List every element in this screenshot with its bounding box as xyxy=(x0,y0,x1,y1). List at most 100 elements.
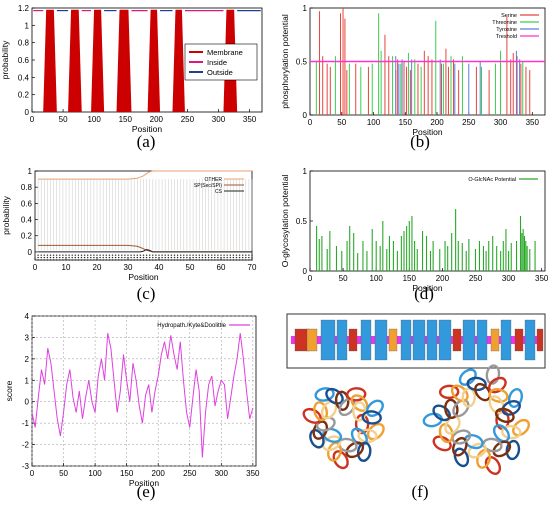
structure-view-top xyxy=(352,401,367,422)
position-dot xyxy=(62,259,64,261)
helix-block xyxy=(490,328,500,352)
position-dot xyxy=(74,256,77,259)
structure-view-side xyxy=(444,398,459,420)
chart-o-glycosylation: 0 50 100 150 200 250 300 350 0 0.5 1 Position O-glyc… xyxy=(275,163,550,308)
position-dot xyxy=(71,254,73,256)
legend-label: Treshold xyxy=(496,34,517,40)
position-dot xyxy=(46,259,49,261)
position-dot xyxy=(43,259,45,261)
structure-view-side xyxy=(453,447,470,468)
position-dot xyxy=(56,254,58,256)
structure-view-side xyxy=(512,418,530,437)
x-tick-label: 100 xyxy=(87,115,101,124)
structure-view-side xyxy=(501,424,522,440)
position-dot xyxy=(149,259,151,261)
position-dot xyxy=(99,256,101,259)
position-dot xyxy=(108,259,111,261)
position-dot xyxy=(232,254,235,256)
position-dot xyxy=(52,256,55,259)
position-dot xyxy=(251,254,253,256)
structure-view-side xyxy=(451,429,472,445)
position-dot xyxy=(142,254,145,256)
chart-signal-peptide: 0 10 20 30 40 50 60 70 0 0.2 0.4 0.6 0.8 1 Position pro… xyxy=(0,163,275,308)
y-tick-label: 1 xyxy=(28,167,33,176)
y-tick-label: -1 xyxy=(22,419,30,428)
position-dot xyxy=(83,256,86,259)
position-dot xyxy=(245,254,247,256)
position-dot xyxy=(198,254,200,256)
position-dot xyxy=(167,254,169,256)
position-dot xyxy=(198,256,200,259)
y-tick-label: 0 xyxy=(25,108,30,117)
caption-d: (d) xyxy=(414,284,434,303)
helix-block xyxy=(524,319,536,361)
position-dot xyxy=(46,256,49,259)
y-tick-label: 1.2 xyxy=(18,4,30,13)
x-tick-label: 350 xyxy=(243,115,257,124)
y-tick-label: 3 xyxy=(25,333,30,342)
position-dot xyxy=(189,259,191,261)
position-dot xyxy=(121,256,123,259)
position-dot xyxy=(108,256,111,259)
position-dot xyxy=(83,259,86,261)
membrane-segment xyxy=(68,9,82,112)
position-dot xyxy=(235,254,238,256)
x-tick-label: 350 xyxy=(246,469,260,478)
series-line-2 xyxy=(38,248,252,253)
position-dot xyxy=(186,259,188,261)
helix-block xyxy=(400,319,412,361)
position-dot xyxy=(139,259,142,261)
position-dot xyxy=(102,259,104,261)
x-tick-label: 0 xyxy=(308,274,313,283)
position-dot xyxy=(176,256,179,259)
position-dot xyxy=(90,259,92,261)
position-dot xyxy=(65,259,67,261)
position-dot xyxy=(77,254,80,256)
position-dot xyxy=(49,256,52,259)
position-dot xyxy=(161,259,163,261)
x-tick-label: 350 xyxy=(535,274,549,283)
y-tick-label: -2 xyxy=(22,441,30,450)
position-dot xyxy=(59,259,61,261)
position-dot xyxy=(214,254,216,256)
y-axis-label: score xyxy=(4,380,14,401)
position-dot xyxy=(114,254,117,256)
position-dot xyxy=(130,259,132,261)
position-dot xyxy=(226,256,228,259)
structure-view-side xyxy=(494,407,515,424)
caption-a: (a) xyxy=(136,132,156,151)
position-dot xyxy=(139,254,142,256)
chart-hydropathy: 0 50 100 150 200 250 300 350 -3 -2 -1 0 1 2 3 4 Position… xyxy=(0,308,275,511)
y-tick-label: 1 xyxy=(303,4,308,13)
legend-label: Outside xyxy=(207,68,233,77)
position-dot xyxy=(111,259,114,261)
position-dot xyxy=(83,254,86,256)
protein-structure-figure xyxy=(285,312,550,482)
position-dot xyxy=(223,259,225,261)
chart-e-canvas: 0 50 100 150 200 250 300 350 -3 -2 -1 0 1 2 3 4 Position… xyxy=(4,312,260,488)
y-tick-label: -3 xyxy=(22,462,30,471)
x-axis-label: Position xyxy=(129,478,160,488)
position-dot xyxy=(238,259,241,261)
position-dot xyxy=(105,256,108,259)
position-dot xyxy=(180,259,182,261)
y-tick-label: 0.8 xyxy=(21,183,33,192)
structure-view-side xyxy=(484,455,502,475)
position-dot xyxy=(211,254,213,256)
position-dot xyxy=(158,259,160,261)
position-dot xyxy=(90,254,92,256)
position-dot xyxy=(161,254,163,256)
legend-label: Threonine xyxy=(492,20,517,26)
position-dot xyxy=(192,259,194,261)
x-tick-label: 50 xyxy=(59,469,68,478)
position-dot xyxy=(251,259,253,261)
y-tick-label: 1 xyxy=(25,21,30,30)
x-tick-label: 50 xyxy=(339,274,348,283)
position-dot xyxy=(59,256,61,259)
position-dot xyxy=(93,254,95,256)
position-dot xyxy=(71,256,73,259)
position-dot xyxy=(170,259,173,261)
position-dot xyxy=(68,254,70,256)
position-dot xyxy=(99,254,101,256)
x-tick-label: 300 xyxy=(494,118,508,127)
